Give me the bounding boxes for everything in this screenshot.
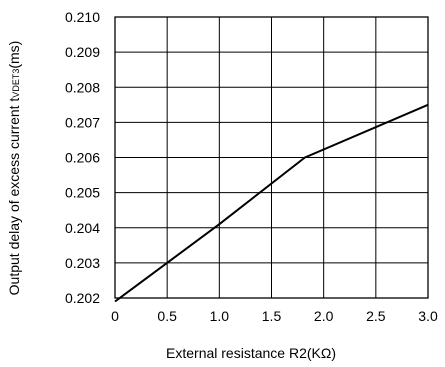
y-axis-label-suffix: (ms) [6,41,22,69]
y-tick-label: 0.204 [65,220,100,236]
y-tick-labels: 0.202 0.203 0.204 0.205 0.206 0.207 0.208 0.209… [65,9,100,306]
x-tick-label: 2.0 [314,308,334,324]
grid-lines [114,16,429,299]
y-axis-label: Output delay of excess current tVDET3(ms… [6,41,22,296]
y-tick-label: 0.209 [65,44,100,60]
y-tick-label: 0.207 [65,114,100,130]
y-tick-label: 0.208 [65,79,100,95]
x-tick-labels: 0 0.5 1.0 1.5 2.0 2.5 3.0 [111,308,438,324]
x-tick-label: 0.5 [157,308,177,324]
series-group [114,103,429,303]
y-tick-label: 0.202 [65,290,100,306]
y-tick-label: 0.203 [65,255,100,271]
y-axis-label-main: Output delay of excess current t [6,98,22,296]
y-axis-label-subscript: VDET3 [11,69,21,98]
x-tick-label: 3.0 [418,308,438,324]
y-tick-label: 0.205 [65,185,100,201]
y-tick-label: 0.206 [65,150,100,166]
plot-area-frame [114,16,429,299]
x-axis-label: External resistance R2(KΩ) [166,345,336,361]
series-line [114,103,429,303]
x-tick-label: 0 [111,308,119,324]
x-tick-label: 2.5 [366,308,386,324]
y-tick-label: 0.210 [65,9,100,25]
x-tick-label: 1.5 [262,308,282,324]
x-tick-label: 1.0 [210,308,230,324]
